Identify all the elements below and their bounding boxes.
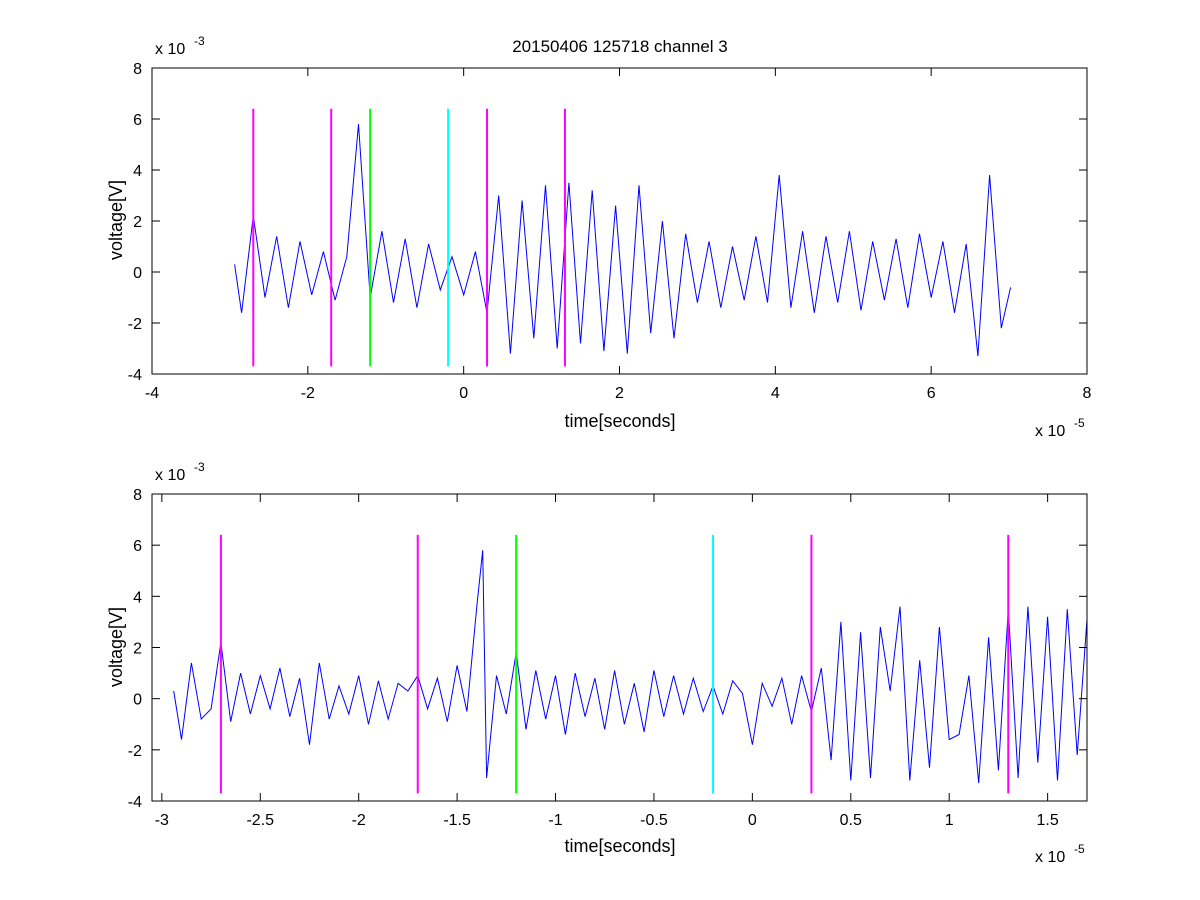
- bottom-y-tick-label: 2: [133, 641, 142, 658]
- top-x-tick-label: -2: [301, 385, 315, 402]
- chart-title: 20150406 125718 channel 3: [512, 37, 728, 56]
- bottom-x-tick-label: -1.5: [443, 812, 471, 829]
- bottom-y-exponent: -3: [194, 460, 205, 474]
- bottom-data-layer: [173, 534, 1088, 794]
- bottom-x-tick-label: -3: [155, 812, 169, 829]
- bottom-y-axis-label: voltage[V]: [106, 607, 126, 687]
- bottom-y-exponent-base: x 10: [155, 467, 185, 484]
- top-x-tick-label: 8: [1083, 385, 1092, 402]
- bottom-x-exponent-base: x 10: [1035, 849, 1065, 866]
- top-y-exponent-base: x 10: [155, 41, 185, 58]
- top-x-tick-label: -4: [145, 385, 159, 402]
- top-y-tick-label: -2: [128, 316, 142, 333]
- top-y-tick-label: 2: [133, 214, 142, 231]
- top-y-exponent: -3: [194, 34, 205, 48]
- bottom-x-axis-label: time[seconds]: [564, 836, 675, 856]
- bottom-series-line-0: [173, 550, 1088, 784]
- top-y-axis-label: voltage[V]: [106, 180, 126, 260]
- bottom-x-tick-label: -0.5: [640, 812, 668, 829]
- top-x-tick-label: 6: [927, 385, 936, 402]
- bottom-x-tick-label: -2.5: [246, 812, 274, 829]
- top-x-tick-label: 4: [771, 385, 780, 402]
- bottom-y-tick-label: 0: [133, 692, 142, 709]
- top-x-tick-label: 2: [615, 385, 624, 402]
- bottom-y-tick-label: 8: [133, 487, 142, 504]
- bottom-x-tick-label: 1: [945, 812, 954, 829]
- top-y-tick-label: 0: [133, 265, 142, 282]
- bottom-y-tick-label: 6: [133, 538, 142, 555]
- top-y-tick-label: 8: [133, 61, 142, 78]
- bottom-y-tick-label: 4: [133, 589, 142, 606]
- bottom-x-tick-label: -1: [548, 812, 562, 829]
- bottom-x-tick-label: 1.5: [1037, 812, 1059, 829]
- bottom-subplot: -3 -2.5 -2 -1.5 -1 -0.5 0 0.5 1 1.5 -4 -2 0 2 4 6 8 time…: [106, 460, 1088, 866]
- top-x-axis-label: time[seconds]: [564, 411, 675, 431]
- bottom-x-tick-label: 0: [748, 812, 757, 829]
- bottom-y-tick-label: -4: [128, 794, 142, 811]
- top-y-tick-label: 6: [133, 112, 142, 129]
- top-y-tick-label: 4: [133, 163, 142, 180]
- top-x-exponent: -5: [1074, 416, 1085, 430]
- top-x-exponent-base: x 10: [1035, 423, 1065, 440]
- top-data-layer: [234, 108, 1012, 367]
- bottom-x-tick-label: -2: [352, 812, 366, 829]
- bottom-x-tick-label: 0.5: [840, 812, 862, 829]
- top-x-tick-label: 0: [459, 385, 468, 402]
- top-subplot: 20150406 125718 channel 3 -4 -2 0 2 4 6 8 -4 -2 0…: [106, 34, 1092, 440]
- bottom-x-exponent: -5: [1074, 842, 1085, 856]
- top-y-tick-label: -4: [128, 367, 142, 384]
- top-series-line-0: [234, 124, 1012, 357]
- bottom-ticks-layer: -3 -2.5 -2 -1.5 -1 -0.5 0 0.5 1 1.5 -4 -2 0 2 4 6 8: [128, 487, 1087, 829]
- top-ticks-layer: -4 -2 0 2 4 6 8 -4 -2 0 2 4 6 8: [128, 61, 1092, 402]
- bottom-y-tick-label: -2: [128, 743, 142, 760]
